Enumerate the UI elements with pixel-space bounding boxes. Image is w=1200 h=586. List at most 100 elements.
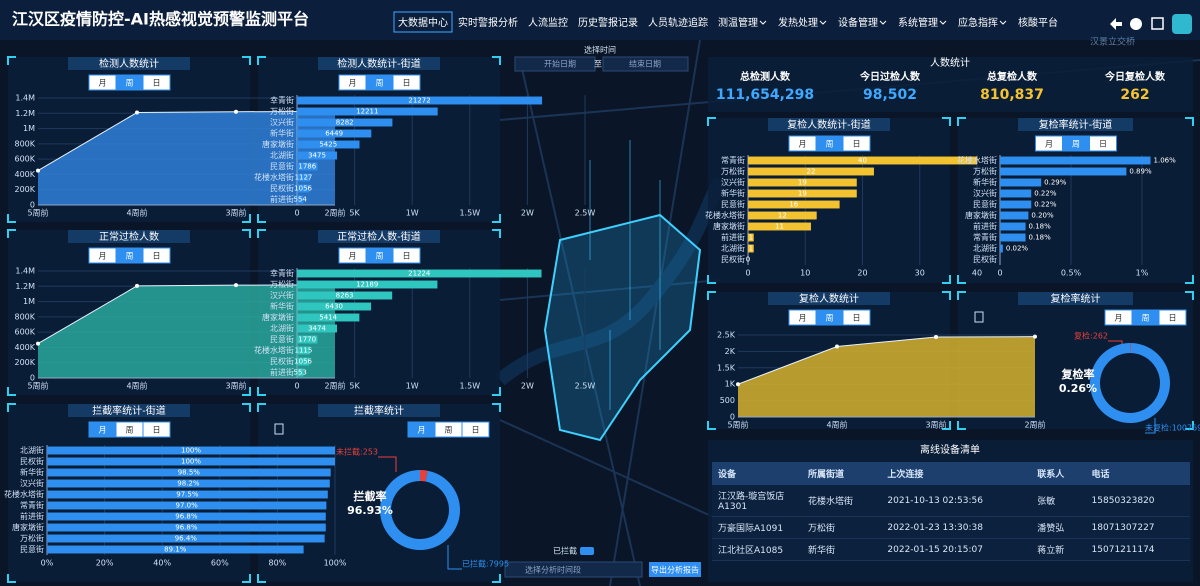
value-label: 89.1% [164, 546, 187, 554]
period-button[interactable] [1158, 309, 1187, 326]
nav-item[interactable]: 应急指挥 [958, 16, 998, 29]
kpi-value: 262 [1120, 87, 1149, 103]
panel-header [318, 57, 440, 70]
x-tick-label: 40 [972, 269, 982, 278]
value-label: 1 [749, 245, 753, 253]
bar [748, 222, 811, 231]
header-icons[interactable] [1110, 14, 1192, 34]
y-tick-label: 幸青街 [270, 95, 294, 105]
start-date-input[interactable] [514, 56, 596, 72]
value-label: 553 [293, 369, 306, 377]
bar [297, 302, 372, 311]
value-label: 0.89% [1129, 168, 1152, 176]
period-button[interactable] [142, 247, 171, 264]
bar [748, 189, 857, 198]
nav-item[interactable]: 历史警报记录 [578, 16, 638, 29]
y-tick-label: 北湖街 [270, 323, 294, 333]
nav-item[interactable]: 设备管理 [838, 16, 878, 29]
value-label: 0.20% [1031, 212, 1054, 220]
line [37, 110, 336, 172]
y-tick-label: 幸青街 [270, 268, 294, 278]
period-button[interactable] [142, 74, 171, 91]
slice-label: 已拦截:7995 [462, 559, 509, 569]
date-sep: 至 [594, 60, 602, 69]
y-tick-label: 北湖街 [721, 243, 745, 253]
bar [1000, 167, 1127, 176]
table-row: 江北社区A1085 新华街 2022-01-15 20:15:07 蒋立新 150712… [712, 538, 1190, 561]
nav-item[interactable]: 发热处理 [778, 16, 818, 29]
end-date-input[interactable] [602, 56, 689, 72]
period-label: 周 [126, 79, 134, 88]
period-button[interactable] [392, 247, 421, 264]
center-label: 拦截率 [354, 489, 387, 503]
period-button[interactable] [842, 135, 871, 152]
period-button[interactable] [1089, 135, 1117, 152]
x-tick-label: 0 [745, 269, 750, 278]
panel-corners [7, 229, 251, 396]
point [934, 334, 938, 339]
nav-caret [759, 20, 767, 25]
bar [297, 107, 438, 116]
period-label: 月 [349, 79, 357, 88]
value-label: 0.29% [1044, 179, 1067, 187]
y-tick-label: 前进街 [20, 511, 44, 521]
y-tick-label: 新华街 [721, 188, 745, 198]
period-label: 月 [99, 79, 107, 88]
panel-title: 正常过检人数 [99, 230, 159, 243]
nav-item[interactable]: 系统管理 [898, 16, 938, 29]
analysis-input[interactable] [504, 561, 643, 578]
y-tick-label: 北湖街 [20, 445, 44, 455]
x-tick-label: 1.5W [459, 382, 480, 391]
export-icon[interactable] [274, 423, 284, 435]
table-header-cell: 电话 [1085, 462, 1190, 485]
period-button[interactable] [142, 421, 171, 438]
table-cell: 15850323820 [1085, 485, 1190, 517]
kpi-label: 今日过检人数 [859, 70, 921, 83]
x-tick-label: 2周前 [1024, 420, 1045, 430]
panel-corners [707, 117, 951, 284]
x-tick-label: 0.5% [1061, 269, 1082, 278]
table-cell: 江汉路-璇宫饭店A1301 [712, 485, 802, 517]
period-label: 月 [418, 426, 426, 435]
bar [47, 479, 330, 488]
export-icon[interactable] [974, 311, 984, 323]
nav-item[interactable]: 测温管理 [718, 16, 758, 29]
y-tick-label: 万松街 [270, 279, 294, 289]
analysis-placeholder: 选择分析时间段 [525, 565, 581, 575]
panel-header [318, 230, 440, 243]
panel-title: 复检率统计-街道 [1039, 118, 1113, 131]
nav-item[interactable]: 核酸平台 [1018, 16, 1058, 29]
y-tick-label: 万松街 [973, 166, 997, 176]
y-tick-label: 200K [14, 185, 35, 194]
bar [1000, 233, 1026, 242]
nav-caret [819, 20, 827, 25]
y-tick-label: 花楼水塔街 [254, 345, 294, 355]
x-tick-label: 2周前 [324, 381, 345, 391]
export-button[interactable] [649, 562, 701, 577]
x-tick-label: 5周前 [727, 420, 748, 430]
y-tick-label: 民权街 [270, 183, 294, 193]
y-tick-label: 400K [14, 343, 35, 352]
x-tick-label: 3周前 [225, 208, 246, 218]
panel-title: 复检人数统计 [799, 292, 859, 305]
bar [297, 118, 393, 127]
nav-item[interactable]: 实时警报分析 [458, 16, 518, 29]
slice-label: 复检:262 [1074, 331, 1108, 341]
y-tick-label: 汉兴街 [721, 177, 745, 187]
nav-item[interactable]: 人员轨迹追踪 [648, 16, 708, 29]
nav-item[interactable]: 人流监控 [528, 16, 568, 29]
period-button[interactable] [842, 309, 871, 326]
period-button[interactable] [461, 421, 490, 438]
period-button[interactable] [392, 74, 421, 91]
y-tick-label: 2K [725, 347, 736, 356]
bar [1000, 200, 1032, 209]
table-cell: 花楼水塔街 [802, 485, 882, 517]
period-label: 日 [853, 314, 861, 323]
leader-line [447, 545, 462, 570]
y-tick-label: 1M [23, 297, 35, 306]
x-tick-label: 2W [521, 382, 534, 391]
nav-item[interactable]: 大数据中心 [398, 16, 448, 29]
y-tick-label: 500 [720, 396, 735, 405]
value-label: 5414 [319, 314, 337, 322]
